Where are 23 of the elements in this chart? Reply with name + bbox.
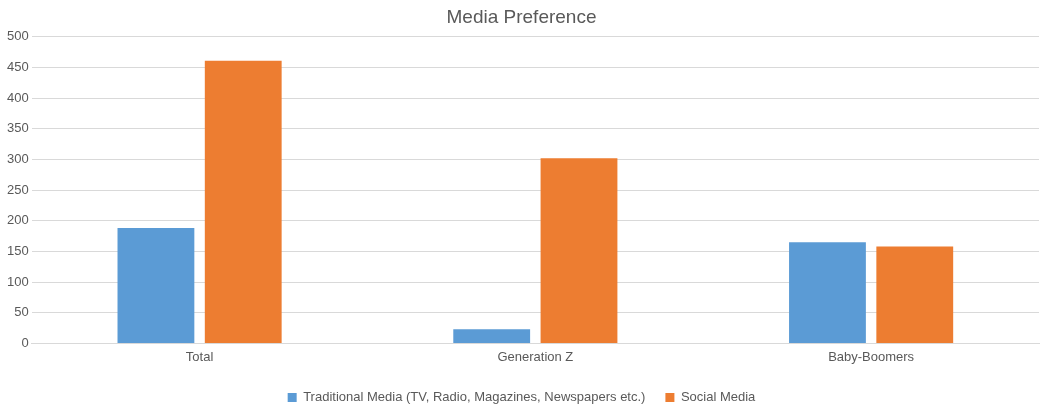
bar: [540, 158, 618, 343]
y-tick-label: 250: [6, 181, 29, 197]
bar: [117, 228, 195, 343]
y-tick-label: 50: [14, 304, 29, 320]
y-tick-label: 300: [6, 151, 29, 167]
legend-label: Social Media: [680, 389, 757, 405]
x-tick-label: Total: [185, 348, 214, 364]
bar: [453, 329, 531, 343]
y-tick-label: 150: [6, 243, 29, 258]
y-tick-label: 100: [6, 273, 29, 289]
y-tick-label: 400: [6, 89, 29, 105]
bar: [204, 60, 282, 343]
legend-label: Traditional Media (TV, Radio, Magazines, Newspapers etc.): [303, 389, 646, 405]
bar: [876, 246, 954, 343]
x-tick-label: Baby-Boomers: [828, 348, 915, 364]
y-tick-label: 500: [6, 28, 29, 44]
y-tick-label: 200: [6, 212, 29, 228]
y-tick-label: 0: [21, 334, 29, 350]
chart-title: Media Preference: [446, 5, 597, 27]
y-tick-label: 450: [6, 59, 29, 75]
y-tick-label: 350: [6, 120, 29, 136]
x-tick-label: Generation Z: [497, 348, 574, 364]
bar: [789, 242, 866, 343]
